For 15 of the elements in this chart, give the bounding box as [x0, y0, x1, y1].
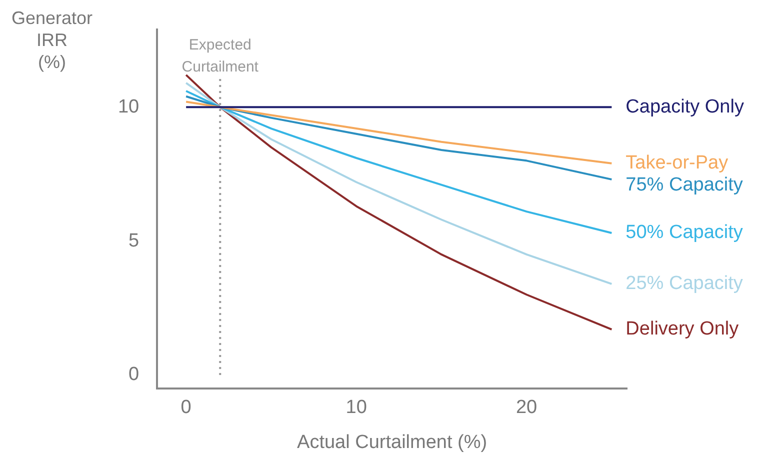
series-label: 25% Capacity — [626, 273, 744, 294]
ref-line-label: Expected Curtailment — [182, 36, 260, 76]
x-axis-title: Actual Curtailment (%) — [297, 432, 488, 453]
x-tick-label: 10 — [346, 397, 367, 418]
series-label: Take-or-Pay — [626, 152, 729, 174]
y-tick-label: 5 — [128, 230, 140, 252]
y-tick-label: 0 — [128, 364, 140, 386]
x-tick-label: 20 — [516, 397, 538, 418]
y-axis-title: Generator IRR (%) — [11, 8, 93, 72]
x-tick-label: 0 — [180, 397, 192, 418]
series-label: 50% Capacity — [626, 222, 744, 244]
series-label: Capacity Only — [626, 96, 744, 118]
series-label: Delivery Only — [626, 318, 740, 340]
y-tick-label: 10 — [118, 96, 140, 118]
series-label: 75% Capacity — [626, 174, 744, 196]
